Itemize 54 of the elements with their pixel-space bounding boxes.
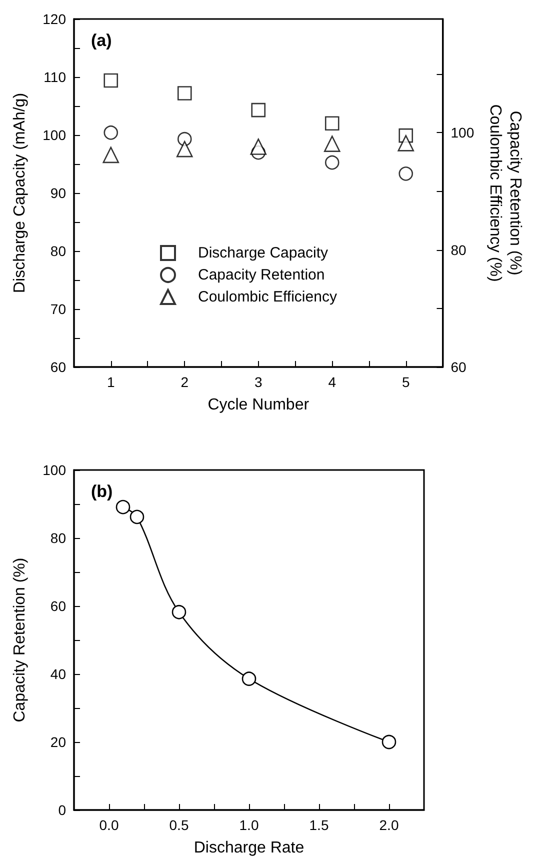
text: (a) bbox=[91, 31, 112, 50]
point bbox=[398, 135, 414, 152]
x-tick-label: 0.0 bbox=[99, 817, 119, 833]
point bbox=[104, 126, 118, 140]
point bbox=[177, 86, 192, 100]
x-tick-label: 1 bbox=[106, 374, 115, 390]
x-tick-label: 1.0 bbox=[239, 817, 259, 833]
y-tick-label: 60 bbox=[50, 598, 66, 614]
x-tick-label: 2.0 bbox=[379, 817, 399, 833]
y2-tick-label: 80 bbox=[450, 242, 467, 258]
point bbox=[324, 155, 340, 170]
x-tick-label: 5 bbox=[402, 374, 410, 390]
point bbox=[242, 672, 256, 686]
y-tick-label: 60 bbox=[50, 359, 66, 375]
legend-label: Capacity Retention bbox=[198, 266, 325, 284]
y-tick-label: 40 bbox=[50, 666, 66, 682]
x-tick-label: 0.5 bbox=[169, 817, 189, 833]
point bbox=[130, 510, 144, 524]
y2-tick-label: 60 bbox=[450, 359, 467, 375]
y-tick-label: 70 bbox=[50, 301, 66, 317]
legend-label: Discharge Capacity bbox=[198, 244, 329, 262]
legend-label: Coulombic Efficiency bbox=[198, 288, 338, 306]
y-axis-title: Discharge Capacity (mAh/g) bbox=[12, 92, 28, 294]
y-tick-label: 100 bbox=[42, 127, 66, 143]
point bbox=[250, 138, 267, 155]
y-tick-label: 0 bbox=[58, 802, 66, 818]
point bbox=[177, 132, 192, 146]
y-tick-label: 90 bbox=[50, 185, 66, 201]
y-tick-label: 80 bbox=[50, 243, 66, 259]
y-tick-label: 120 bbox=[42, 11, 66, 27]
y2-tick-label: 100 bbox=[450, 124, 474, 141]
y-tick-label: 110 bbox=[44, 69, 66, 85]
point bbox=[116, 500, 130, 514]
point bbox=[104, 73, 118, 88]
point bbox=[102, 146, 120, 164]
y-axis-title: Capacity Retention (%) bbox=[12, 558, 28, 722]
y-tick-label: 20 bbox=[50, 734, 66, 750]
y2-axis-title: Capacity Retention (%) Coulombic Efficiency (%) bbox=[486, 104, 524, 282]
x-tick-label: 3 bbox=[254, 374, 262, 390]
y-tick-label: 80 bbox=[50, 530, 66, 546]
point bbox=[324, 136, 340, 152]
x-tick-label: 1.5 bbox=[309, 817, 329, 833]
point bbox=[398, 166, 414, 181]
text: (b) bbox=[91, 482, 113, 501]
point bbox=[176, 140, 193, 158]
x-axis-title: Cycle Number bbox=[208, 396, 310, 414]
x-tick-label: 2 bbox=[180, 374, 189, 390]
y-tick-label: 100 bbox=[42, 462, 66, 478]
point bbox=[382, 734, 396, 750]
point bbox=[251, 102, 266, 118]
x-tick-label: 4 bbox=[328, 374, 336, 390]
point bbox=[324, 116, 340, 131]
x-axis-title: Discharge Rate bbox=[194, 840, 304, 856]
point bbox=[172, 604, 186, 620]
